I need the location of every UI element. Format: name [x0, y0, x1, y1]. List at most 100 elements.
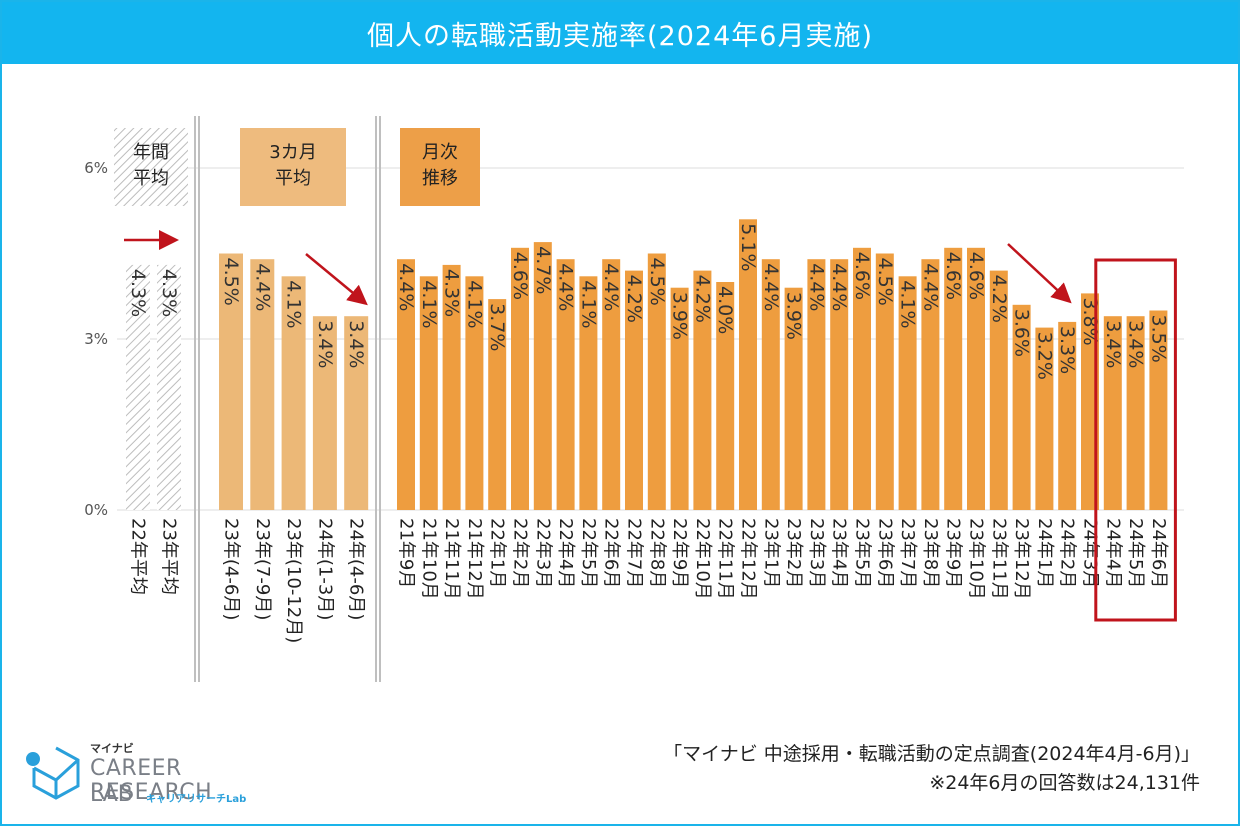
bar-value-label: 3.4% [345, 320, 367, 368]
source-line-1: 「マイナビ 中途採用・転職活動の定点調査(2024年4月-6月)」 [663, 743, 1200, 765]
x-tick-label: 22年8月 [646, 518, 667, 588]
bar [250, 259, 275, 510]
x-tick-label: 23年5月 [852, 518, 873, 588]
x-tick-label: 24年3月 [1080, 518, 1101, 588]
bar [397, 259, 415, 510]
x-tick-label: 23年4月 [829, 518, 850, 588]
source-note: 「マイナビ 中途採用・転職活動の定点調査(2024年4月-6月)」 ※24年6月… [663, 740, 1200, 798]
bar [670, 287, 689, 510]
x-tick-label: 24年2月 [1057, 518, 1078, 588]
chart-title: 個人の転職活動実施率(2024年6月実施) [2, 2, 1238, 64]
bar-value-label: 4.3% [158, 269, 180, 317]
bar [784, 287, 803, 510]
x-tick-label: 21年11月 [441, 518, 462, 600]
bar-value-label: 3.8% [1079, 297, 1101, 345]
x-tick-label: 24年(1-3月) [314, 518, 335, 620]
bar [967, 247, 985, 511]
x-tick-label: 22年7月 [624, 518, 645, 588]
x-tick-label: 22年1月 [487, 518, 508, 588]
bar [761, 259, 780, 510]
bar [1103, 316, 1122, 510]
x-tick-label: 23年(10-12月) [283, 518, 304, 643]
y-tick-label: 3% [84, 330, 108, 348]
bar-value-label: 4.4% [919, 263, 941, 311]
bar [579, 276, 598, 510]
bar [1058, 321, 1077, 510]
x-tick-label: 22年10月 [692, 518, 713, 600]
section-label: 推移 [422, 168, 458, 189]
x-tick-label: 23年3月 [806, 518, 827, 588]
x-tick-label: 23年7月 [897, 518, 918, 588]
bar-value-label: 3.3% [1056, 326, 1078, 374]
bar [442, 264, 461, 510]
trend-arrow [305, 253, 368, 306]
bar-value-label: 4.1% [418, 280, 440, 328]
bar [875, 253, 894, 510]
bar [465, 276, 484, 510]
y-tick-label: 0% [84, 501, 108, 519]
bar-value-label: 4.6% [851, 252, 873, 300]
bar [344, 316, 369, 510]
x-tick-label: 21年10月 [418, 518, 439, 600]
x-tick-label: 23年1月 [760, 518, 781, 588]
bar-value-label: 3.6% [1011, 309, 1033, 357]
bar-value-label: 4.6% [942, 252, 964, 300]
x-tick-label: 23年12月 [1011, 518, 1032, 600]
section-label-box [400, 128, 480, 206]
source-line-2: ※24年6月の回答数は24,131件 [929, 772, 1200, 794]
x-tick-label: 22年12月 [738, 518, 759, 600]
x-tick-label: 24年(4-6月) [346, 518, 367, 620]
section-label: 平均 [275, 168, 311, 189]
x-tick-label: 22年9月 [669, 518, 690, 588]
bar [1012, 304, 1031, 510]
logo-lab-text: LAB [90, 782, 133, 807]
x-tick-label: 24年1月 [1034, 518, 1055, 588]
x-tick-label: 23年平均 [159, 518, 180, 595]
bar [1149, 310, 1168, 510]
bar-value-label: 4.0% [714, 286, 736, 334]
bar [1126, 316, 1145, 510]
bar [511, 247, 529, 511]
bar [1035, 327, 1054, 510]
bar [419, 276, 438, 510]
x-tick-label: 23年2月 [783, 518, 804, 588]
bar [281, 276, 306, 510]
bar-value-label: 5.1% [737, 223, 759, 271]
bar [853, 247, 871, 511]
trend-arrow [1007, 243, 1072, 304]
x-tick-label: 23年(7-9月) [252, 518, 273, 620]
section-label: 3カ月 [269, 142, 316, 163]
bar [488, 299, 507, 510]
logo-sub-text: キャリアリサーチLab [146, 794, 247, 805]
x-tick-label: 23年8月 [920, 518, 941, 588]
logo-brand: マイナビ [90, 742, 134, 755]
x-tick-label: 22年4月 [555, 518, 576, 588]
bar [625, 270, 643, 510]
x-tick-label: 24年5月 [1125, 518, 1146, 588]
x-tick-label: 23年(4-6月) [221, 518, 242, 620]
bar [989, 270, 1008, 510]
section-label: 月次 [422, 142, 458, 163]
bar-value-label: 4.1% [463, 280, 485, 328]
x-tick-label: 22年3月 [532, 518, 553, 588]
bar-value-label: 4.3% [127, 269, 149, 317]
bar [807, 259, 826, 510]
bar-value-label: 4.6% [509, 252, 531, 300]
bar [921, 259, 940, 510]
bar [533, 242, 552, 510]
bar-value-label: 3.5% [1147, 315, 1169, 363]
bar-value-label: 4.2% [691, 275, 713, 323]
bar [830, 259, 849, 510]
x-tick-label: 22年平均 [128, 518, 149, 595]
x-tick-label: 22年2月 [510, 518, 531, 588]
x-tick-label: 21年9月 [396, 518, 417, 588]
section-label: 年間 [133, 142, 169, 163]
bar [157, 264, 181, 510]
bar-value-label: 4.1% [897, 280, 919, 328]
x-tick-label: 23年9月 [943, 518, 964, 588]
x-tick-label: 23年11月 [988, 518, 1009, 600]
bar-value-label: 4.4% [600, 263, 622, 311]
bar-value-label: 4.4% [760, 263, 782, 311]
section-label: 平均 [133, 168, 169, 189]
bar-value-label: 3.4% [1125, 320, 1147, 368]
